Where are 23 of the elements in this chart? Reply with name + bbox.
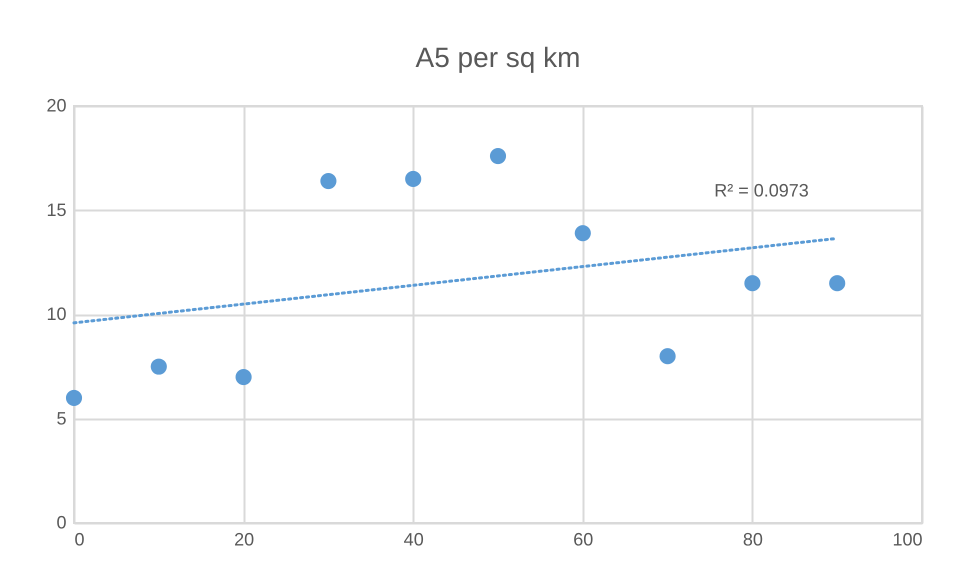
y-tick-label: 10 [46,304,66,324]
x-tick-label: 20 [234,530,254,550]
y-tick-label: 20 [46,96,66,116]
y-tick-label: 0 [56,512,66,532]
x-tick-label: 80 [742,530,763,550]
point [66,390,82,406]
x-tick-label: 100 [892,530,922,550]
x-tick-label: 40 [404,530,424,550]
point [574,225,591,242]
x-tick-label: 0 [74,530,85,550]
point [150,358,167,375]
y-tick-label: 15 [46,200,66,220]
point [660,348,676,364]
point [405,170,422,188]
annotation: R² = 0.0973 [714,180,809,200]
point [236,369,252,386]
point [744,275,760,292]
y-tick-label: 5 [56,408,66,428]
point [320,173,336,190]
x-tick-label: 60 [573,530,594,550]
point [829,275,846,292]
chart-title: A5 per sq km [416,42,580,73]
point [490,148,506,164]
